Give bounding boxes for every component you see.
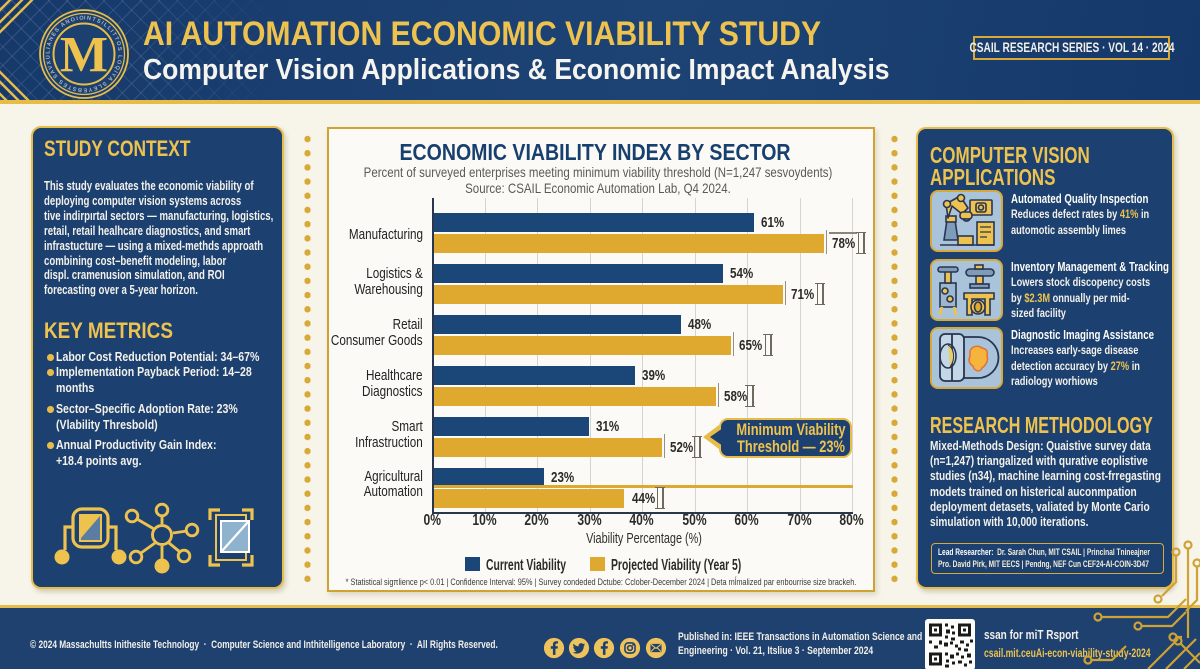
svg-text:M: M bbox=[60, 28, 108, 84]
